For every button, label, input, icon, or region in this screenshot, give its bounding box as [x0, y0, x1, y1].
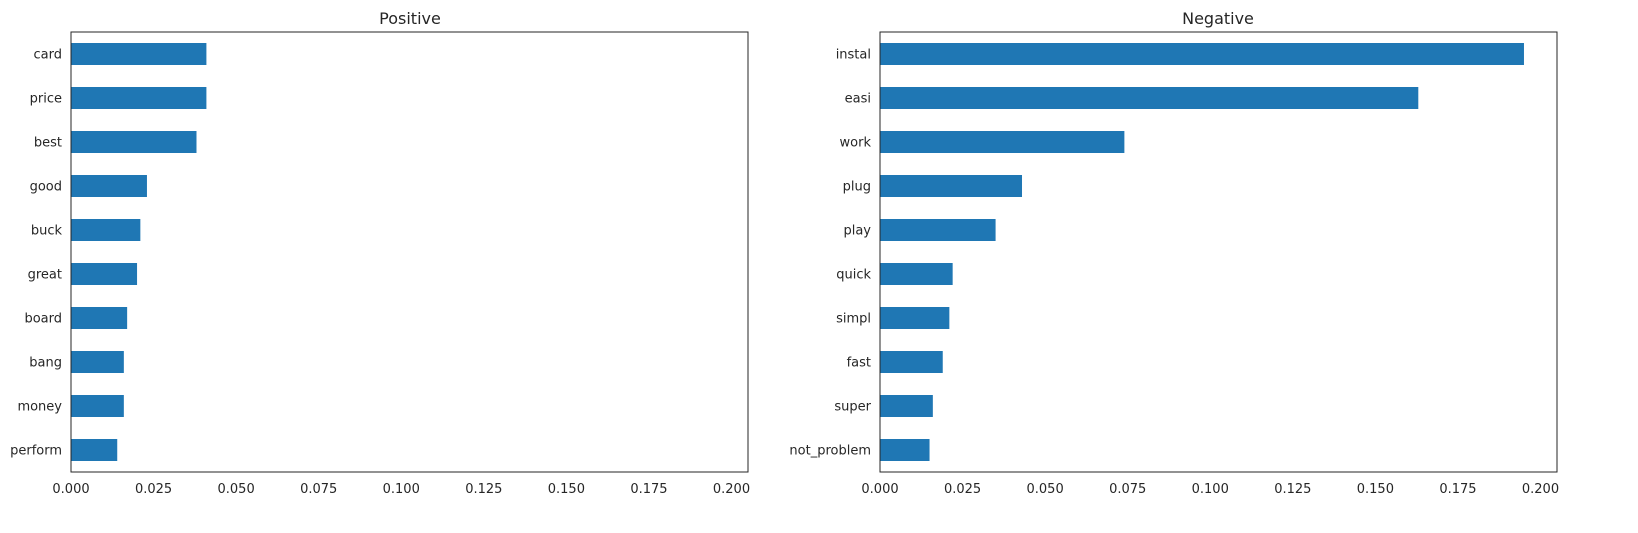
x-tick-label: 0.075 — [1109, 482, 1146, 497]
y-tick-label: simpl — [836, 312, 871, 327]
bar-work — [880, 131, 1125, 153]
x-tick-label: 0.025 — [135, 482, 172, 497]
y-tick-label: best — [34, 136, 62, 151]
x-tick-label: 0.150 — [1357, 482, 1394, 497]
bar-great — [71, 263, 138, 285]
x-tick-label: 0.100 — [383, 482, 420, 497]
y-tick-label: price — [30, 92, 62, 107]
x-tick-label: 0.200 — [713, 482, 750, 497]
y-tick-label: plug — [843, 180, 871, 195]
y-tick-label: instal — [836, 48, 871, 63]
y-tick-label: good — [30, 180, 62, 195]
positive-chart-panel: Positive card price best good buck great board… — [10, 9, 750, 497]
x-tick-label: 0.050 — [1027, 482, 1064, 497]
axes-frame — [70, 31, 749, 473]
y-tick-label: bang — [29, 356, 62, 371]
x-tick-label: 0.175 — [1439, 482, 1476, 497]
bar-play — [880, 219, 996, 241]
x-tick-label: 0.150 — [548, 482, 585, 497]
axes-frame — [879, 31, 1558, 473]
y-tick-label: quick — [836, 268, 871, 283]
y-tick-label: card — [34, 48, 62, 63]
bar-price — [71, 87, 207, 109]
bar-perform — [71, 439, 118, 461]
bar-best — [71, 131, 197, 153]
y-tick-label: play — [843, 224, 871, 239]
y-tick-label: buck — [31, 224, 63, 239]
y-tick-label: super — [834, 400, 871, 415]
bar-simpl — [880, 307, 950, 329]
x-tick-label: 0.175 — [630, 482, 667, 497]
y-tick-label: easi — [845, 92, 871, 107]
x-tick-label: 0.000 — [52, 482, 89, 497]
bar-board — [71, 307, 128, 329]
y-tick-label: great — [28, 268, 62, 283]
y-tick-label: not_problem — [789, 444, 871, 459]
bar-instal — [880, 43, 1524, 65]
chart-title: Negative — [1182, 9, 1254, 28]
bar-not-problem — [880, 439, 930, 461]
bar-quick — [880, 263, 953, 285]
x-tick-label: 0.050 — [218, 482, 255, 497]
y-tick-label: money — [17, 400, 62, 415]
x-tick-label: 0.200 — [1522, 482, 1559, 497]
bar-super — [880, 395, 933, 417]
y-tick-label: work — [840, 136, 872, 151]
x-tick-label: 0.075 — [300, 482, 337, 497]
x-tick-label: 0.125 — [465, 482, 502, 497]
bar-easi — [880, 87, 1419, 109]
x-tick-label: 0.125 — [1274, 482, 1311, 497]
negative-chart-panel: Negative instal easi work plug play quick simp… — [789, 9, 1559, 497]
x-tick-label: 0.025 — [944, 482, 981, 497]
bar-buck — [71, 219, 141, 241]
bar-money — [71, 395, 124, 417]
bar-card — [71, 43, 207, 65]
x-tick-label: 0.000 — [861, 482, 898, 497]
y-tick-label: fast — [847, 356, 871, 371]
bar-bang — [71, 351, 124, 373]
y-tick-label: board — [24, 312, 62, 327]
bar-fast — [880, 351, 943, 373]
bar-good — [71, 175, 147, 197]
y-tick-label: perform — [10, 444, 62, 459]
chart-title: Positive — [379, 9, 441, 28]
bar-plug — [880, 175, 1023, 197]
x-tick-label: 0.100 — [1192, 482, 1229, 497]
